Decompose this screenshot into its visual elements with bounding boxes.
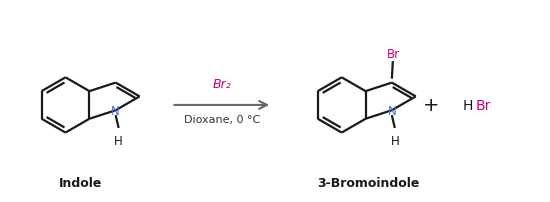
Text: +: + [422, 96, 439, 115]
Text: 3-Bromoindole: 3-Bromoindole [317, 176, 420, 189]
Text: Br: Br [475, 98, 491, 112]
Text: Indole: Indole [59, 176, 102, 189]
Text: H: H [462, 98, 472, 112]
Text: N: N [111, 104, 120, 117]
Text: H: H [390, 134, 399, 147]
Text: H: H [114, 134, 123, 147]
Text: N: N [388, 104, 396, 117]
Text: Dioxane, 0 °C: Dioxane, 0 °C [184, 114, 260, 124]
Text: Br: Br [387, 47, 400, 60]
Text: Br₂: Br₂ [212, 78, 231, 91]
